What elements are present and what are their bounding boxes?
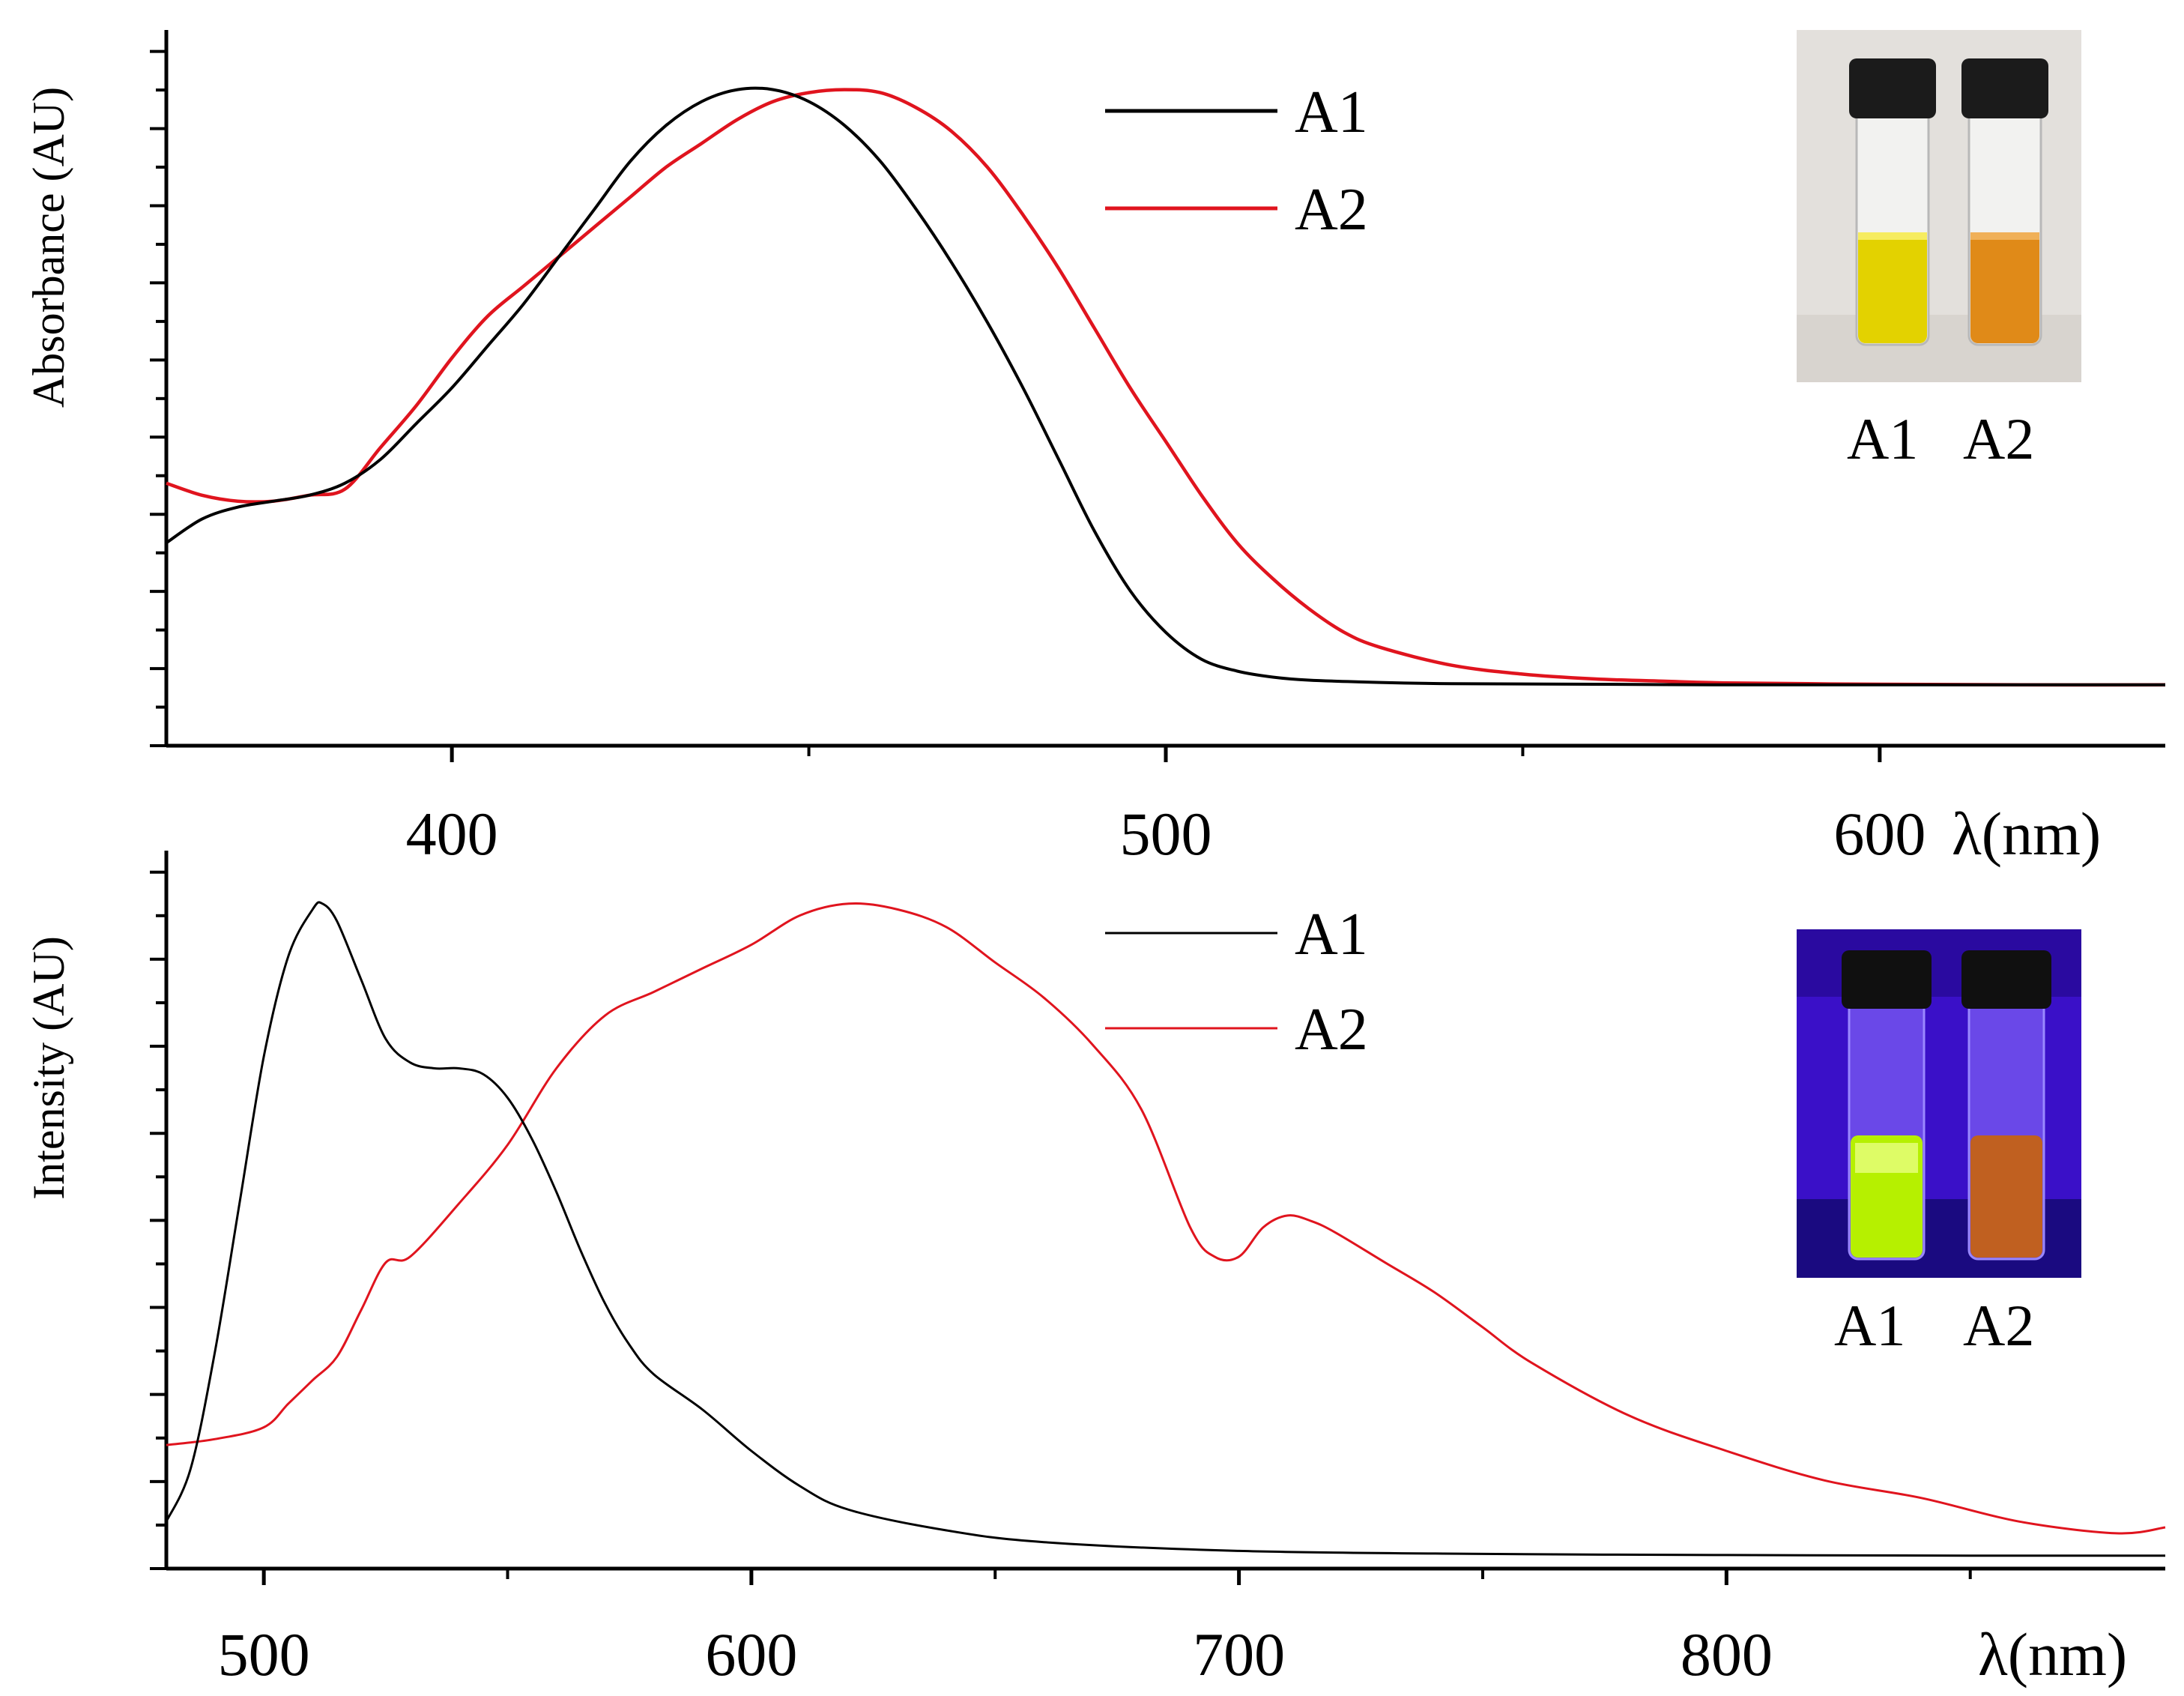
absorbance-legend-a1-label: A1 (1295, 79, 1368, 145)
absorbance-series-a1-line (165, 86, 2165, 686)
absorbance-panel: 400 500 600 λ(nm) Absorbance (AU) A1 A2 (24, 30, 2166, 868)
emission-x-tick-labels: 500 600 700 800 (218, 1620, 1773, 1689)
vial-a2-uv-cap (1961, 950, 2051, 1009)
uv-photo-label-a1: A1 (1834, 1293, 1905, 1358)
emission-series-a1-line (165, 901, 2166, 1557)
absorbance-x-tick-label: 400 (406, 800, 498, 868)
absorbance-x-tick-labels: 400 500 600 (406, 800, 1926, 868)
vial-a2-liquid (1970, 232, 2039, 343)
vial-a1-liquid (1858, 232, 1927, 343)
vial-a1-uv-cap (1842, 950, 1932, 1009)
uv-photo-label-a2: A2 (1963, 1293, 2034, 1358)
absorbance-series (165, 86, 2166, 687)
emission-x-tick-label: 600 (705, 1620, 797, 1689)
absorbance-x-axis-title: λ(nm) (1952, 800, 2101, 868)
emission-panel: 500 600 700 800 λ(nm) Intensity (AU) A1 A2 (24, 851, 2166, 1689)
absorbance-y-axis-title: Absorbance (AU) (24, 87, 73, 408)
emission-y-axis-title: Intensity (AU) (24, 936, 73, 1200)
emission-legend-a2-label: A2 (1295, 997, 1368, 1063)
vial-a2-daylight (1961, 58, 2048, 346)
vial-a1-uv (1842, 950, 1932, 1261)
absorbance-x-tick-label: 500 (1120, 800, 1212, 868)
emission-legend: A1 A2 (1105, 902, 1368, 1063)
emission-legend-a1-label: A1 (1295, 902, 1368, 968)
vial-a1-cap (1849, 58, 1936, 118)
vial-a2-uv (1961, 950, 2051, 1261)
daylight-photo-label-a1: A1 (1847, 406, 1918, 471)
emission-x-tick-label: 500 (218, 1620, 310, 1689)
emission-x-tick-label: 800 (1681, 1620, 1773, 1689)
emission-series-a2-line (166, 902, 2166, 1535)
absorbance-series-a2-line (166, 88, 2166, 687)
vial-a2-uv-liquid (1970, 1135, 2042, 1258)
vial-a2-cap (1961, 58, 2048, 118)
daylight-photo-label-a2: A2 (1963, 406, 2034, 471)
daylight-vial-photo (1797, 30, 2081, 382)
uv-vial-photo (1797, 929, 2081, 1278)
vial-a1-daylight (1849, 58, 1936, 346)
absorbance-legend: A1 A2 (1105, 79, 1368, 243)
absorbance-legend-a2-label: A2 (1295, 177, 1368, 243)
emission-x-tick-label: 700 (1193, 1620, 1285, 1689)
emission-x-axis-title: λ(nm) (1978, 1620, 2127, 1689)
absorbance-x-tick-label: 600 (1833, 800, 1926, 868)
emission-series (165, 901, 2166, 1557)
